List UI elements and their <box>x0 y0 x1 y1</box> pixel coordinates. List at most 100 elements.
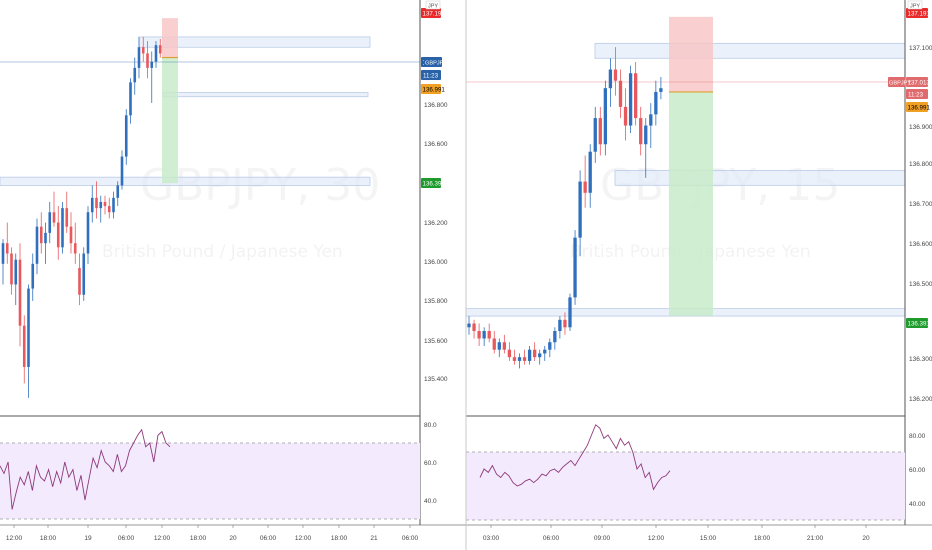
candle-body <box>639 118 643 145</box>
candle-body <box>141 47 145 54</box>
candle-body <box>598 118 602 145</box>
candle-body <box>593 118 597 152</box>
x-tick-label: 03:00 <box>483 535 500 542</box>
rsi-line <box>479 424 671 491</box>
candle-body <box>129 82 132 116</box>
candle-body <box>95 197 98 209</box>
candle-body <box>613 69 618 81</box>
candle-body <box>472 323 476 332</box>
x-tick-label: 20 <box>862 535 870 542</box>
rsi-tick-label: 60.0 <box>424 460 437 467</box>
candle-body <box>634 73 638 119</box>
candle-body <box>116 185 120 198</box>
candle-body <box>522 357 527 361</box>
candle-body <box>588 151 592 193</box>
candle-body <box>35 226 39 264</box>
candle-body <box>82 253 86 295</box>
x-tick-label: 06:00 <box>260 535 277 542</box>
bid-price-tag-box <box>906 102 928 112</box>
currency-label: JPY <box>910 4 920 10</box>
candle-body <box>107 206 111 213</box>
candle-body <box>553 331 557 343</box>
supply-demand-zone <box>614 169 906 186</box>
bid-price-tag-box <box>421 84 441 94</box>
candle-body <box>5 243 9 254</box>
right-chart-panel[interactable]: GBPJPY, 15British Pound / Japanese Yen13… <box>465 0 932 542</box>
countdown-tag: 11:23 <box>423 73 439 80</box>
take-profit-zone <box>669 91 713 316</box>
rsi-line <box>0 428 171 510</box>
candle-body <box>133 67 137 83</box>
take-profit-zone <box>162 57 178 184</box>
rsi-tick-label: 60.00 <box>909 467 926 474</box>
x-tick-label: 06:00 <box>118 535 135 542</box>
candle-body <box>497 342 501 350</box>
candle-body <box>649 114 653 126</box>
candle-body <box>90 197 94 213</box>
rsi-tick-label: 40.00 <box>909 501 926 508</box>
candle-body <box>69 226 73 244</box>
candle-body <box>65 208 69 227</box>
y-tick-label: 136.200 <box>909 396 932 403</box>
stop-price-tag-box <box>906 8 928 18</box>
candle-body <box>146 53 149 68</box>
y-tick-label: 136.900 <box>909 124 932 131</box>
candle-body <box>533 349 537 358</box>
candle-body <box>558 319 562 332</box>
candle-body <box>502 342 506 350</box>
candle-body <box>103 201 107 207</box>
candle-body <box>578 181 582 238</box>
candle-body <box>563 319 567 328</box>
countdown-tag-box <box>906 89 928 99</box>
candle-body <box>10 253 13 285</box>
stop-loss-zone <box>162 18 178 58</box>
x-tick-label: 12:00 <box>295 535 312 542</box>
candle-body <box>18 259 22 326</box>
candle-body <box>538 353 542 358</box>
candle-body <box>628 73 633 126</box>
candle-body <box>112 197 115 213</box>
candle-body <box>78 267 81 295</box>
x-tick-label: 18:00 <box>331 535 348 542</box>
candle-body <box>644 125 648 145</box>
rsi-tick-label: 80.00 <box>909 433 926 440</box>
candle-body <box>623 106 628 126</box>
symbol-tag: GBPJPY <box>889 81 911 87</box>
candle-body <box>150 61 154 68</box>
candle-body <box>1 243 5 264</box>
x-tick-label: 15:00 <box>700 535 717 542</box>
candle-body <box>27 288 30 367</box>
candle-body <box>659 88 663 92</box>
candle-body <box>477 331 481 339</box>
countdown-tag: 11:23 <box>908 92 924 99</box>
candle-body <box>583 181 587 193</box>
candle-body <box>512 357 517 361</box>
stop-price-tag: 137.191 <box>908 11 931 18</box>
y-tick-label: 136.800 <box>424 102 448 109</box>
bid-price-tag: 136.991 <box>908 105 931 112</box>
x-tick-label: 06:00 <box>402 535 419 542</box>
candle-body <box>517 357 522 361</box>
x-tick-label: 18:00 <box>190 535 207 542</box>
candle-body <box>568 297 572 328</box>
x-tick-label: 12:00 <box>6 535 23 542</box>
y-tick-label: 136.600 <box>909 241 932 248</box>
x-tick-label: 12:00 <box>154 535 171 542</box>
last-price-tag-box <box>906 77 928 87</box>
candle-body <box>654 91 658 115</box>
left-chart-panel[interactable]: GBPJPY, 30British Pound / Japanese Yen13… <box>0 0 466 542</box>
x-tick-label: 12:00 <box>648 535 665 542</box>
candle-body <box>44 232 47 244</box>
candle-body <box>154 45 158 62</box>
candle-body <box>608 69 613 89</box>
currency-label-box <box>425 0 441 10</box>
stop-loss-zone <box>669 16 713 92</box>
symbol-tag: GBPJPY <box>425 61 447 67</box>
candle-body <box>573 237 577 298</box>
rsi-band <box>466 452 905 520</box>
candle-body <box>124 115 128 157</box>
y-tick-label: 136.800 <box>909 161 932 168</box>
last-price-tag: 137.013 <box>908 80 931 87</box>
bid-price-tag: 136.991 <box>423 87 446 94</box>
